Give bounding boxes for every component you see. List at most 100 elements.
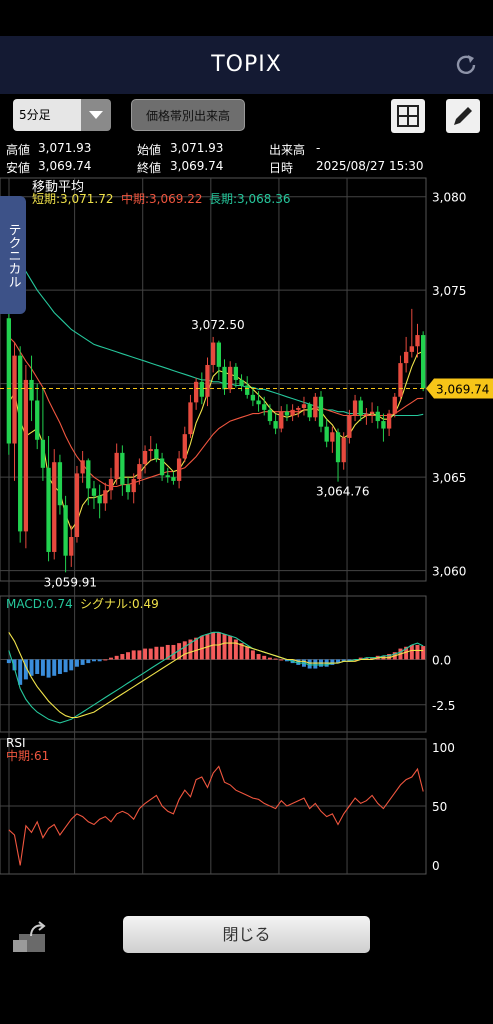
candle-body	[188, 402, 193, 435]
candle-body	[330, 432, 335, 442]
candle-body	[114, 452, 119, 480]
macd-histogram-bar	[199, 635, 204, 660]
rsi-y-tick-label: 50	[432, 800, 447, 814]
macd-histogram-bar	[120, 654, 125, 660]
macd-histogram-bar	[211, 632, 216, 660]
candle-body	[211, 342, 216, 365]
candle-body	[63, 505, 68, 556]
candle-body	[318, 396, 324, 427]
macd-histogram-bar	[273, 658, 278, 660]
volume-profile-button[interactable]: 価格帯別出来高	[131, 99, 245, 131]
mid-ma-line	[8, 336, 424, 488]
macd-histogram-bar	[103, 659, 108, 661]
macd-histogram-bar	[336, 659, 341, 664]
candle-body	[409, 346, 414, 352]
macd-histogram-bar	[29, 659, 34, 676]
macd-histogram-bar	[279, 659, 284, 661]
candle-body	[222, 366, 227, 390]
macd-histogram-bar	[358, 657, 363, 660]
candle-body	[324, 426, 329, 442]
candle-body	[421, 335, 426, 389]
close-label: 終値	[137, 161, 162, 175]
datetime-label: 日時	[269, 161, 294, 175]
price-pane-frame	[0, 177, 427, 582]
candle-body	[171, 477, 176, 481]
volume-label: 出来高	[269, 143, 306, 157]
close-button[interactable]: 閉じる	[123, 916, 370, 953]
interval-select[interactable]: 5分足	[13, 99, 111, 131]
open-label: 始値	[137, 143, 162, 157]
candle-body	[205, 364, 210, 397]
macd-histogram-bar	[160, 646, 165, 660]
candle-body	[273, 421, 278, 429]
chevron-down-icon[interactable]	[81, 99, 111, 131]
macd-histogram-bar	[35, 659, 40, 674]
rsi-y-tick-label: 0	[432, 859, 440, 873]
ma-mid-label: 中期:3,069.22	[121, 191, 202, 206]
macd-histogram-bar	[86, 659, 91, 664]
pen-icon[interactable]	[446, 99, 480, 133]
refresh-icon[interactable]	[453, 52, 479, 78]
header-bar	[0, 36, 493, 94]
macd-histogram-bar	[63, 659, 68, 673]
chart-area[interactable]: 09:0010:0011:0013:0014:0015:003,0603,065…	[0, 176, 493, 876]
candle-body	[154, 449, 159, 459]
current-price-label: 3,069.74	[436, 383, 489, 397]
macd-histogram-bar	[52, 659, 57, 676]
candle-body	[108, 479, 114, 491]
candle-body	[341, 437, 346, 463]
macd-histogram-bar	[23, 659, 28, 680]
candle-body	[165, 475, 170, 478]
candle-body	[233, 366, 239, 380]
high-value: 3,071.93	[38, 141, 92, 155]
macd-histogram-bar	[421, 646, 426, 660]
price-annotation: 3,064.76	[316, 485, 369, 499]
macd-histogram-bar	[341, 659, 346, 662]
macd-histogram-bar	[143, 648, 148, 660]
macd-histogram-bar	[137, 650, 142, 660]
candle-body	[347, 415, 352, 438]
candle-body	[307, 404, 312, 418]
candle-body	[335, 432, 341, 463]
current-price-tag	[426, 378, 493, 399]
candle-body	[159, 458, 165, 476]
ma-legend-title: 移動平均	[32, 180, 84, 195]
candle-body	[74, 473, 80, 537]
layout-grid-icon[interactable]	[391, 99, 425, 133]
macd-histogram-bar	[57, 659, 62, 674]
macd-histogram-bar	[165, 644, 170, 660]
candle-body	[267, 409, 273, 422]
macd-histogram-bar	[69, 659, 74, 671]
candle-body	[40, 439, 46, 468]
datetime-value: 2025/08/27 15:30	[316, 159, 424, 173]
candle-body	[386, 413, 392, 429]
candle-body	[18, 355, 23, 532]
macd-histogram-bar	[74, 659, 79, 667]
macd-histogram-bar	[347, 659, 352, 662]
macd-histogram-bar	[228, 635, 233, 660]
technical-tab[interactable]: テクニカル	[0, 196, 26, 314]
candle-body	[148, 449, 153, 451]
macd-histogram-bar	[239, 643, 244, 660]
low-value: 3,069.74	[38, 159, 92, 173]
macd-histogram-bar	[188, 639, 193, 660]
back-icon[interactable]	[11, 920, 47, 954]
candle-body	[403, 351, 409, 364]
candle-body	[392, 396, 397, 414]
candle-body	[69, 536, 74, 556]
candle-body	[381, 421, 386, 429]
macd-histogram-bar	[415, 644, 420, 660]
y-tick-label: 3,075	[432, 284, 466, 298]
low-label: 安値	[6, 161, 31, 175]
macd-histogram-bar	[177, 643, 182, 660]
macd-histogram-bar	[409, 644, 414, 660]
candle-body	[415, 335, 420, 347]
candle-body	[131, 479, 136, 493]
candle-body	[46, 467, 51, 552]
macd-histogram-bar	[245, 646, 250, 660]
candle-body	[228, 366, 233, 390]
candle-body	[57, 462, 63, 506]
macd-y-tick-label: -2.5	[432, 699, 455, 713]
candle-body	[290, 409, 295, 416]
page-title: TOPIX	[211, 52, 282, 77]
